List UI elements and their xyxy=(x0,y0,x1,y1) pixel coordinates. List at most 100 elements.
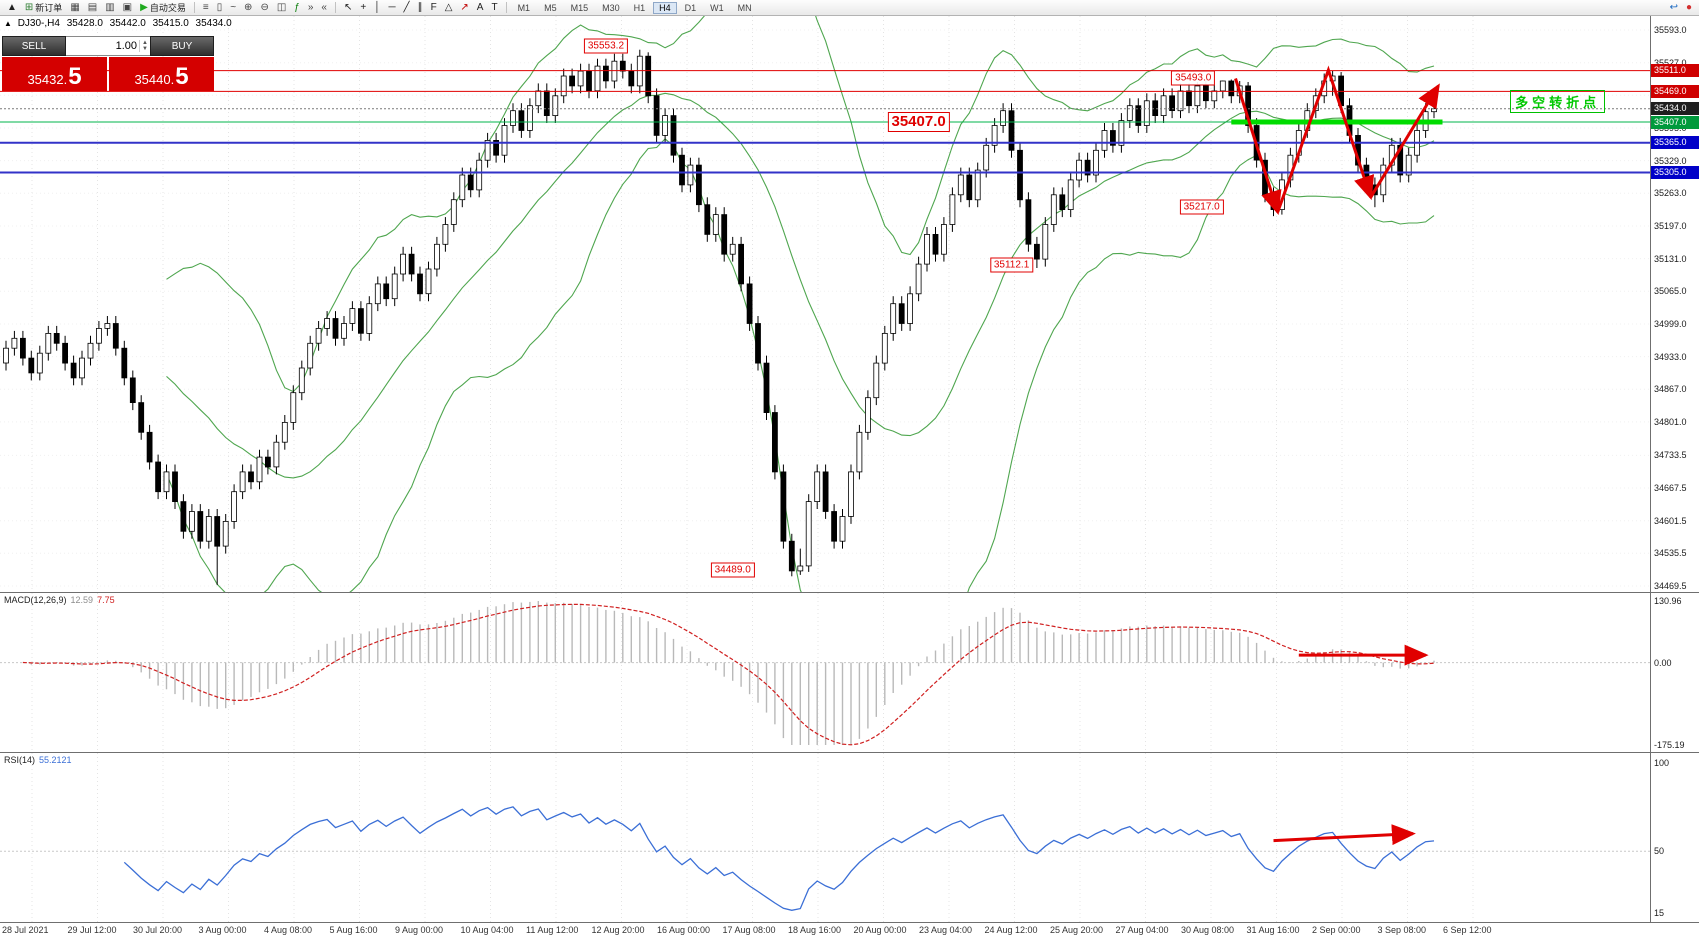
sell-button[interactable]: SELL xyxy=(2,36,66,56)
cursor-icon[interactable]: ↖ xyxy=(341,1,355,15)
price-callout[interactable]: 35112.1 xyxy=(989,257,1034,273)
line-chart-icon[interactable]: ~ xyxy=(227,1,239,15)
price-axis-tick: 34535.5 xyxy=(1654,548,1687,559)
candlestick-chart-icon: ▯ xyxy=(216,1,223,13)
spin-up-icon[interactable]: ▲ xyxy=(142,40,148,46)
candle xyxy=(1135,105,1142,126)
auto-scroll-icon: » xyxy=(307,1,314,13)
rsi-canvas[interactable] xyxy=(0,753,1650,922)
charts-icon[interactable]: ▦ xyxy=(67,1,82,15)
rsi-trend-arrow xyxy=(1273,824,1416,846)
channel-icon[interactable]: ∥ xyxy=(415,1,426,15)
candlestick-chart-icon[interactable]: ▯ xyxy=(214,1,226,15)
time-axis[interactable]: 28 Jul 2021 29 Jul 12:00 30 Jul 20:00 3 Aug… xyxy=(0,922,1699,936)
price-axis-tick: 34867.0 xyxy=(1654,384,1687,395)
candle xyxy=(755,323,761,364)
time-axis-label: 10 Aug 04:00 xyxy=(460,925,514,935)
volume-spinner[interactable]: ▲ ▼ xyxy=(139,40,150,52)
tile-windows-icon[interactable]: ◫ xyxy=(274,1,289,15)
candle xyxy=(493,140,500,156)
candle xyxy=(138,402,145,433)
price-callout[interactable]: 35407.0 xyxy=(887,112,950,133)
price-callout[interactable]: 35493.0 xyxy=(1171,70,1216,85)
navigator-icon[interactable]: ▥ xyxy=(102,1,117,15)
candle xyxy=(1076,159,1082,181)
trendline-icon[interactable]: ╱ xyxy=(401,1,413,15)
market-watch-icon[interactable]: ▤ xyxy=(85,1,100,15)
candle xyxy=(924,233,930,265)
candle xyxy=(670,115,677,156)
chart-back-icon[interactable]: ↩ xyxy=(1667,1,1681,15)
record-icon[interactable]: ● xyxy=(1683,1,1695,15)
timeframe-m1[interactable]: M1 xyxy=(517,2,531,13)
main-chart-window[interactable]: 35593.035527.035461.035395.035329.035263… xyxy=(0,16,1699,592)
candle xyxy=(746,283,753,324)
timeframe-mn[interactable]: MN xyxy=(737,2,752,13)
auto-scroll-icon[interactable]: » xyxy=(305,1,317,15)
candle xyxy=(991,125,998,146)
candle xyxy=(248,471,254,483)
sell-price-button[interactable]: 35432. 5 xyxy=(2,57,107,91)
candle xyxy=(1177,90,1184,112)
terminal-icon[interactable]: ▣ xyxy=(120,1,135,15)
timeframe-h4[interactable]: H4 xyxy=(653,1,677,14)
bar-chart-icon[interactable]: ≡ xyxy=(200,1,212,15)
timeframe-h1[interactable]: H1 xyxy=(633,2,646,13)
macd-window[interactable]: 130.96 0.00 -175.19 MACD(12,26,9) 12.59 7.75 xyxy=(0,592,1699,752)
price-callout[interactable]: 35553.2 xyxy=(583,38,629,54)
candle xyxy=(1042,224,1049,260)
shapes-icon[interactable]: △ xyxy=(442,1,456,15)
buy-price: 35440. xyxy=(134,72,175,87)
buy-button[interactable]: BUY xyxy=(150,36,214,56)
candle xyxy=(932,233,939,255)
candle xyxy=(1110,130,1116,146)
time-axis-label: 23 Aug 04:00 xyxy=(919,925,973,935)
zoom-out-icon[interactable]: ⊖ xyxy=(257,1,271,15)
crosshair-icon[interactable]: + xyxy=(357,1,369,15)
auto-trading-button[interactable]: ▶ 自动交易 xyxy=(137,1,189,15)
candle xyxy=(1118,120,1125,146)
price-callout[interactable]: 35217.0 xyxy=(1179,199,1224,215)
terminal-icon: ▣ xyxy=(122,1,133,13)
new-order-button[interactable]: ⊞ 新订单 xyxy=(22,1,65,15)
timeframe-w1[interactable]: W1 xyxy=(710,2,724,13)
candle xyxy=(603,65,609,82)
candle xyxy=(104,323,111,329)
candle xyxy=(915,263,922,295)
timeframe-m5[interactable]: M5 xyxy=(544,2,557,13)
price-axis[interactable]: 35593.035527.035461.035395.035329.035263… xyxy=(1650,16,1699,592)
rsi-window[interactable]: 100 50 15 RSI(14) 55.2121 xyxy=(0,752,1699,922)
trend-arrows[interactable] xyxy=(1234,65,1440,215)
candle xyxy=(890,303,897,334)
candle xyxy=(366,303,373,334)
candle xyxy=(341,323,347,339)
horizontal-line-icon[interactable]: ─ xyxy=(385,1,398,15)
chart-shift-icon[interactable]: « xyxy=(318,1,330,15)
text-tool-icon[interactable]: A xyxy=(474,1,487,15)
candle xyxy=(653,95,660,136)
macd-canvas[interactable] xyxy=(0,593,1650,752)
zoom-in-icon[interactable]: ⊕ xyxy=(241,1,255,15)
arrow-object-icon: ↗ xyxy=(460,1,469,13)
timeframe-d1[interactable]: D1 xyxy=(684,2,697,13)
horizontal-levels[interactable] xyxy=(0,70,1650,174)
turning-point-label[interactable]: 多空转折点 xyxy=(1510,89,1606,113)
timeframe-m15[interactable]: M15 xyxy=(570,2,589,13)
timeframe-m30[interactable]: M30 xyxy=(602,2,620,13)
volume-input[interactable] xyxy=(66,40,140,52)
fibonacci-icon[interactable]: F xyxy=(428,1,440,15)
price-chart-canvas[interactable] xyxy=(0,16,1650,592)
macd-axis[interactable]: 130.96 0.00 -175.19 xyxy=(1650,593,1699,752)
buy-price-button[interactable]: 35440. 5 xyxy=(109,57,214,91)
new-order-button-label: 新订单 xyxy=(35,3,63,13)
symbol-tree-icon[interactable]: ▲ xyxy=(4,1,20,15)
vertical-line-icon[interactable]: │ xyxy=(371,1,383,15)
shapes-icon: △ xyxy=(444,1,453,13)
spin-down-icon[interactable]: ▼ xyxy=(142,46,148,52)
rsi-axis[interactable]: 100 50 15 xyxy=(1650,753,1699,922)
arrow-object-icon[interactable]: ↗ xyxy=(457,1,471,15)
rsi-label: RSI(14) 55.2121 xyxy=(4,755,72,765)
indicators-icon[interactable]: ƒ xyxy=(291,1,303,15)
label-tool-icon[interactable]: T xyxy=(488,1,500,15)
price-callout[interactable]: 34489.0 xyxy=(710,562,755,578)
